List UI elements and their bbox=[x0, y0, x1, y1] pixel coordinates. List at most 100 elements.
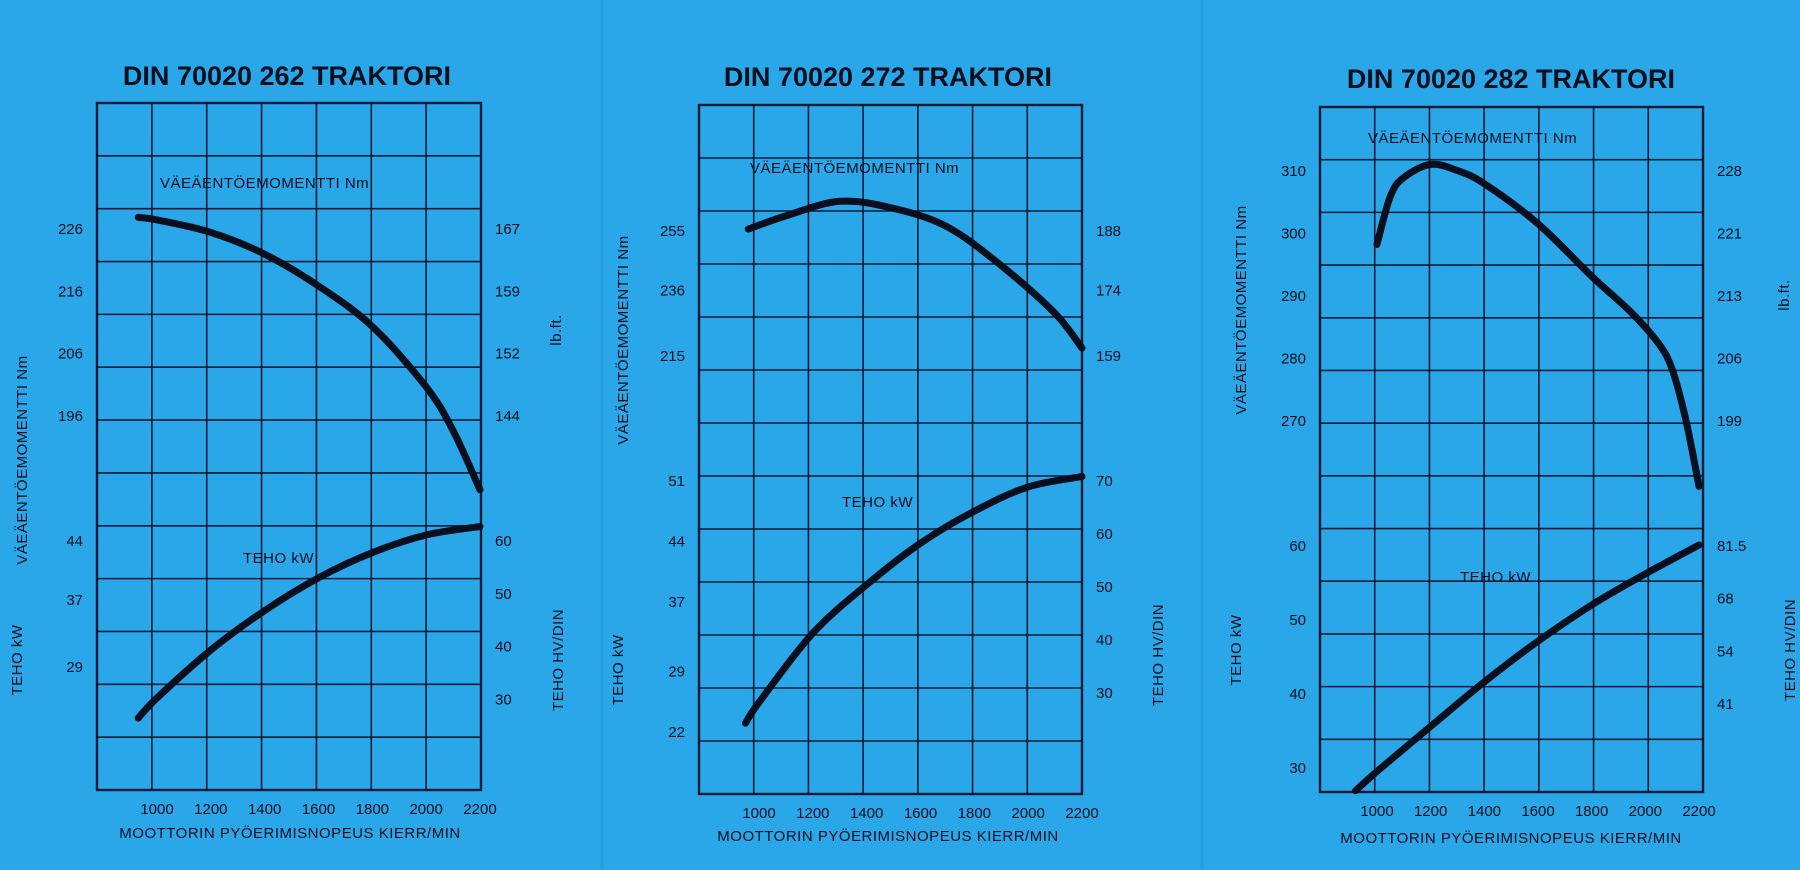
x-tick: 1800 bbox=[356, 801, 389, 818]
x-tick: 1800 bbox=[958, 805, 991, 822]
torque-right-tick: 159 bbox=[1096, 348, 1121, 365]
torque-left-ticks: 310 300 290 280 270 bbox=[1281, 163, 1306, 430]
power-right-tick: 30 bbox=[1096, 685, 1113, 702]
torque-curve-label: VÄEÄENTÖEMOMENTTI Nm bbox=[750, 159, 959, 177]
power-curve bbox=[134, 523, 484, 722]
power-right-tick: 60 bbox=[1096, 526, 1113, 543]
torque-left-tick: 280 bbox=[1281, 351, 1306, 368]
x-ticks: 1000 1200 1400 1600 1800 2000 2200 bbox=[140, 801, 496, 818]
plot-frame bbox=[1318, 105, 1705, 794]
torque-right-ticks: 167 159 152 144 bbox=[495, 221, 520, 425]
power-right-tick: 30 bbox=[495, 692, 512, 709]
right-power-axis-label: TEHO HV/DIN bbox=[1782, 599, 1799, 701]
left-power-axis-label: TEHO kW bbox=[610, 634, 627, 705]
x-tick: 1000 bbox=[742, 805, 775, 822]
torque-left-ticks: 255 236 215 bbox=[660, 223, 685, 365]
power-left-tick: 40 bbox=[1289, 686, 1306, 703]
torque-left-tick: 215 bbox=[660, 348, 685, 365]
torque-right-tick: 221 bbox=[1717, 226, 1742, 243]
torque-curve bbox=[134, 213, 484, 494]
torque-right-ticks: 188 174 159 bbox=[1096, 223, 1121, 365]
torque-curve-label: VÄEÄENTÖEMOMENTTI Nm bbox=[1368, 129, 1577, 147]
torque-left-tick: 255 bbox=[660, 223, 685, 240]
chart-panel-2: DIN 70020 272 TRAKTORI 255 236 215 188 1… bbox=[610, 62, 1167, 845]
power-right-ticks: 70 60 50 40 30 bbox=[1096, 473, 1113, 702]
chart-panel-3: DIN 70020 282 TRAKTORI 310 300 290 280 2… bbox=[1228, 64, 1799, 847]
torque-left-tick: 216 bbox=[58, 283, 83, 300]
x-tick: 2000 bbox=[1629, 803, 1662, 820]
x-tick: 2200 bbox=[1682, 803, 1715, 820]
chart-title: DIN 70020 272 TRAKTORI bbox=[724, 62, 1052, 92]
chart-panel-1: DIN 70020 262 TRAKTORI 226 216 206 196 1… bbox=[9, 61, 567, 842]
torque-left-tick: 226 bbox=[58, 221, 83, 238]
power-left-ticks: 51 44 37 29 22 bbox=[668, 473, 685, 741]
power-right-tick: 40 bbox=[495, 639, 512, 656]
x-tick: 1600 bbox=[1521, 803, 1554, 820]
torque-right-tick: 188 bbox=[1096, 223, 1121, 240]
x-tick: 1200 bbox=[796, 805, 829, 822]
x-tick: 1000 bbox=[1360, 803, 1393, 820]
power-right-tick: 41 bbox=[1717, 696, 1734, 713]
power-left-tick: 50 bbox=[1289, 612, 1306, 629]
torque-right-tick: 152 bbox=[495, 346, 520, 363]
power-left-tick: 37 bbox=[668, 594, 685, 611]
power-curve-label: TEHO kW bbox=[1460, 569, 1531, 586]
power-left-tick: 29 bbox=[66, 659, 83, 676]
power-curve-label: TEHO kW bbox=[243, 550, 314, 567]
left-torque-axis-label: VÄEÄENTÖEMOMENTTI Nm bbox=[614, 235, 632, 444]
right-power-axis-label: TEHO HV/DIN bbox=[550, 609, 567, 711]
right-torque-axis-label: lb.ft. bbox=[1776, 279, 1793, 310]
x-ticks: 1000 1200 1400 1600 1800 2000 2200 bbox=[1360, 803, 1715, 820]
power-left-ticks: 60 50 40 30 bbox=[1289, 538, 1306, 777]
x-tick: 1400 bbox=[1468, 803, 1501, 820]
power-left-tick: 22 bbox=[668, 724, 685, 741]
grid bbox=[697, 103, 1084, 796]
torque-curve-label: VÄEÄENTÖEMOMENTTI Nm bbox=[160, 174, 369, 192]
chart-title: DIN 70020 262 TRAKTORI bbox=[123, 61, 451, 91]
x-tick: 1600 bbox=[302, 801, 335, 818]
torque-right-tick: 206 bbox=[1717, 351, 1742, 368]
power-right-tick: 54 bbox=[1717, 643, 1734, 660]
torque-left-ticks: 226 216 206 196 bbox=[58, 221, 83, 425]
power-left-tick: 29 bbox=[668, 663, 685, 680]
torque-left-tick: 270 bbox=[1281, 413, 1306, 430]
x-axis-label: MOOTTORIN PYÖERIMISNOPEUS KIERR/MIN bbox=[1340, 829, 1681, 847]
torque-right-ticks: 228 221 213 206 199 bbox=[1717, 163, 1742, 430]
torque-curve bbox=[744, 197, 1086, 352]
torque-left-tick: 290 bbox=[1281, 288, 1306, 305]
plot-frame bbox=[697, 103, 1084, 796]
power-right-tick: 68 bbox=[1717, 591, 1734, 608]
torque-left-tick: 206 bbox=[58, 346, 83, 363]
torque-right-tick: 199 bbox=[1717, 413, 1742, 430]
power-right-tick: 60 bbox=[495, 533, 512, 550]
x-tick: 1200 bbox=[1414, 803, 1447, 820]
torque-left-tick: 196 bbox=[58, 408, 83, 425]
x-tick: 2200 bbox=[1065, 805, 1098, 822]
power-right-tick: 40 bbox=[1096, 632, 1113, 649]
x-tick: 1000 bbox=[140, 801, 173, 818]
torque-left-tick: 300 bbox=[1281, 226, 1306, 243]
torque-curve bbox=[1373, 160, 1703, 490]
left-torque-axis-label: VÄEÄENTÖEMOMENTTI Nm bbox=[13, 355, 31, 564]
power-right-ticks: 81.5 68 54 41 bbox=[1717, 538, 1746, 713]
power-left-tick: 44 bbox=[66, 533, 83, 550]
power-curve bbox=[742, 473, 1086, 727]
chart-title: DIN 70020 282 TRAKTORI bbox=[1347, 64, 1675, 94]
right-power-axis-label: TEHO HV/DIN bbox=[1150, 604, 1167, 706]
left-power-axis-label: TEHO kW bbox=[1228, 614, 1245, 685]
power-left-tick: 30 bbox=[1289, 760, 1306, 777]
x-axis-label: MOOTTORIN PYÖERIMISNOPEUS KIERR/MIN bbox=[717, 827, 1058, 845]
left-power-axis-label: TEHO kW bbox=[9, 624, 26, 695]
grid bbox=[95, 101, 483, 792]
x-tick: 1400 bbox=[850, 805, 883, 822]
x-tick: 1400 bbox=[248, 801, 281, 818]
torque-right-tick: 174 bbox=[1096, 282, 1121, 299]
x-tick: 1600 bbox=[904, 805, 937, 822]
power-left-tick: 60 bbox=[1289, 538, 1306, 555]
x-ticks: 1000 1200 1400 1600 1800 2000 2200 bbox=[742, 805, 1098, 822]
x-tick: 2000 bbox=[409, 801, 442, 818]
torque-right-tick: 159 bbox=[495, 283, 520, 300]
x-tick: 2000 bbox=[1011, 805, 1044, 822]
